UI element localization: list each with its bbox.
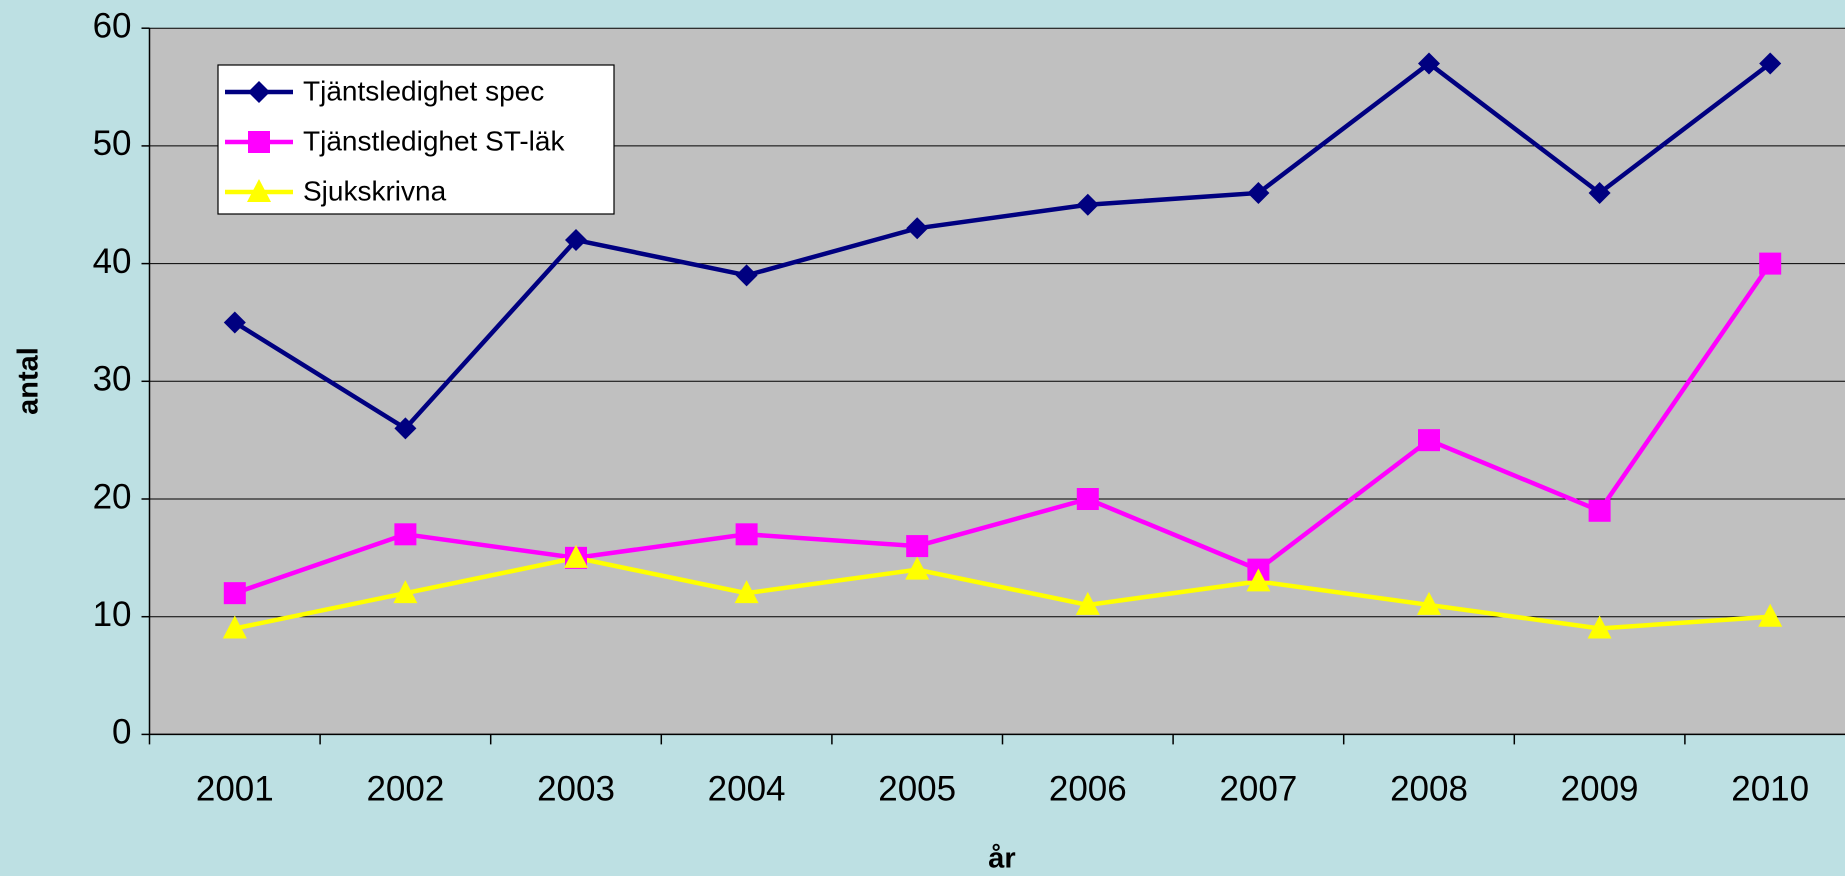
marker <box>1076 193 1099 216</box>
marker <box>1246 568 1271 592</box>
y-tick-label: 60 <box>93 6 132 45</box>
marker <box>1758 603 1783 627</box>
x-tick-label: 2002 <box>366 770 444 809</box>
marker <box>248 131 270 153</box>
legend-label: Tjänstledighet ST-läk <box>303 125 565 156</box>
marker <box>1587 615 1612 639</box>
marker <box>565 229 587 252</box>
marker <box>1759 52 1782 75</box>
marker <box>394 523 417 546</box>
marker <box>735 523 758 546</box>
x-tick-label: 2003 <box>537 770 615 809</box>
marker <box>905 556 930 580</box>
legend: Tjäntsledighet spec Tjänstledighet ST-läk… <box>217 64 615 215</box>
marker <box>735 264 758 287</box>
legend-label: Sjukskrivna <box>303 175 447 206</box>
series-line <box>234 555 1771 631</box>
x-tick-label: 2010 <box>1731 770 1809 809</box>
marker <box>1075 591 1100 615</box>
y-tick-label: 50 <box>93 124 132 163</box>
y-tick-label: 20 <box>93 477 132 516</box>
y-tick-label: 0 <box>112 713 131 752</box>
legend-label: Tjäntsledighet spec <box>303 75 544 106</box>
series-line <box>234 262 1773 596</box>
marker <box>1759 252 1782 275</box>
marker <box>223 582 246 605</box>
x-tick-label: 2007 <box>1219 770 1297 809</box>
series-line <box>233 60 1772 432</box>
marker <box>222 615 247 639</box>
marker <box>1418 429 1440 452</box>
marker <box>393 580 418 604</box>
y-tick-label: 10 <box>93 595 132 634</box>
x-tick-label: 2008 <box>1390 770 1468 809</box>
marker <box>1247 181 1270 204</box>
marker <box>564 544 588 568</box>
x-tick-label: 2004 <box>708 770 786 809</box>
x-tick-label: 2001 <box>196 770 274 809</box>
marker <box>1076 488 1099 510</box>
marker <box>734 580 759 604</box>
marker <box>223 311 246 334</box>
y-tick-label: 30 <box>93 360 132 399</box>
x-axis-label: år <box>988 843 1015 875</box>
y-axis-label: antal <box>13 347 45 415</box>
marker <box>1588 181 1611 204</box>
marker <box>906 535 929 558</box>
x-tick-label: 2006 <box>1049 770 1127 809</box>
marker <box>247 179 271 202</box>
x-tick-label: 2009 <box>1561 770 1639 809</box>
marker <box>1417 591 1441 615</box>
marker <box>1418 52 1440 75</box>
x-tick-label: 2005 <box>878 770 956 809</box>
marker <box>1588 499 1611 522</box>
marker <box>906 217 929 240</box>
marker <box>248 81 270 103</box>
marker <box>394 417 417 440</box>
y-tick-label: 40 <box>93 242 132 281</box>
